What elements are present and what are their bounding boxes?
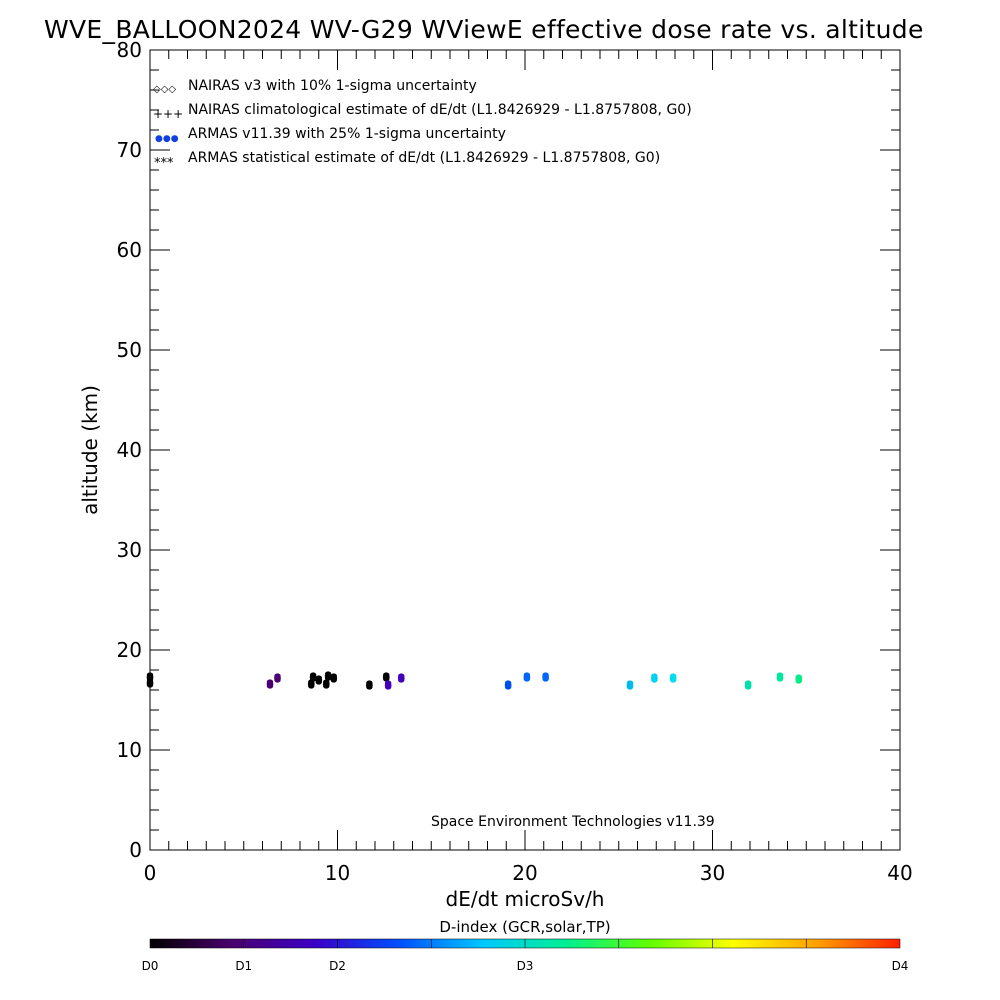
data-point: [669, 673, 677, 683]
data-point: [776, 672, 784, 682]
data-point: [330, 673, 338, 683]
y-tick-label: 20: [117, 638, 142, 662]
data-point: [397, 673, 405, 683]
colorbar-label: D2: [329, 959, 346, 973]
y-tick-label: 60: [117, 238, 142, 262]
y-tick-label: 80: [117, 38, 142, 62]
plot-frame: [149, 49, 901, 851]
chart-title: WVE_BALLOON2024 WV-G29 WViewE effective …: [44, 15, 924, 44]
y-tick-label: 0: [129, 838, 142, 862]
x-tick-label: 30: [700, 861, 725, 885]
data-point: [523, 672, 531, 682]
colorbar-labels: D0 D1 D2 D3 D4: [142, 959, 909, 973]
data-point: [322, 679, 330, 689]
data-point: [365, 680, 373, 690]
legend-label-nairas-climatological: NAIRAS climatological estimate of dE/dt …: [188, 102, 692, 118]
x-tick-label: 20: [512, 861, 537, 885]
y-tick-label: 50: [117, 338, 142, 362]
data-point: [504, 680, 512, 690]
legend-label-armas: ARMAS v11.39 with 25% 1-sigma uncertaint…: [188, 126, 506, 142]
legend-symbol-nairas: ◇◇◇: [153, 84, 176, 95]
data-points: [146, 671, 803, 690]
x-tick-label: 10: [325, 861, 350, 885]
data-point: [384, 680, 392, 690]
data-point: [266, 679, 274, 689]
x-axis: 0 10 20 30 40: [144, 50, 913, 885]
data-point: [626, 680, 634, 690]
colorbar-label: D3: [517, 959, 534, 973]
colorbar-label: D4: [892, 959, 909, 973]
legend-label-nairas: NAIRAS v3 with 10% 1-sigma uncertainty: [188, 78, 477, 94]
credit-annotation: Space Environment Technologies v11.39: [431, 814, 715, 830]
legend-label-armas-statistical: ARMAS statistical estimate of dE/dt (L1.…: [188, 150, 660, 166]
data-point: [650, 673, 658, 683]
data-point: [382, 672, 390, 682]
legend-symbol-armas-statistical: ***: [154, 156, 174, 171]
data-point: [315, 675, 323, 685]
data-point: [324, 671, 332, 681]
data-point: [795, 674, 803, 684]
y-axis-label: altitude (km): [78, 385, 102, 515]
data-point: [542, 672, 550, 682]
data-point: [274, 673, 281, 683]
data-point: [744, 680, 752, 690]
x-tick-label: 0: [144, 861, 157, 885]
x-tick-label: 40: [887, 861, 912, 885]
y-tick-label: 70: [117, 138, 142, 162]
legend-symbol-nairas-climatological: +++: [153, 107, 183, 121]
x-axis-label: dE/dt microSv/h: [446, 887, 605, 911]
y-tick-label: 10: [117, 738, 142, 762]
colorbar-label: D1: [235, 959, 252, 973]
colorbar-label: D0: [142, 959, 159, 973]
data-point: [146, 672, 154, 682]
y-tick-label: 30: [117, 538, 142, 562]
legend-symbol-armas: ●●●: [155, 134, 179, 144]
y-axis: 0 10 20 30 40 50 60 70 80: [117, 38, 900, 862]
data-point: [309, 672, 317, 682]
data-point: [307, 679, 315, 689]
colorbar-ticks: [243, 939, 807, 948]
y-tick-label: 40: [117, 438, 142, 462]
colorbar-title: D-index (GCR,solar,TP): [439, 918, 610, 936]
legend: ◇◇◇ NAIRAS v3 with 10% 1-sigma uncertain…: [153, 78, 692, 171]
